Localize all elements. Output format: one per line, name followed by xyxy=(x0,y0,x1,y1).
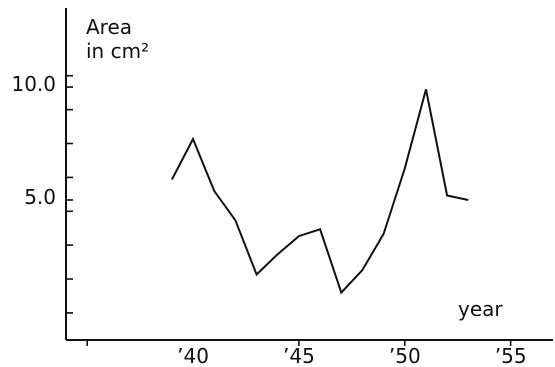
y-tick-label-1: 5.0 xyxy=(24,185,56,209)
series-line xyxy=(171,89,469,295)
x-axis-title: year xyxy=(458,297,503,321)
axis-ticks xyxy=(66,74,512,346)
axes xyxy=(65,8,553,341)
axis-tick-labels: 10.0 5.0 ’40 ’45 ’50 ’55 xyxy=(11,72,526,367)
y-axis-title-line-1: Area xyxy=(86,15,132,39)
x-tick-label-2: ’50 xyxy=(389,344,421,367)
x-tick-label-3: ’55 xyxy=(495,344,527,367)
x-tick-label-1: ’45 xyxy=(283,344,315,367)
y-tick-label-0: 10.0 xyxy=(11,72,56,96)
x-tick-label-0: ’40 xyxy=(177,344,209,367)
y-axis-title-line-2: in cm² xyxy=(86,39,149,63)
